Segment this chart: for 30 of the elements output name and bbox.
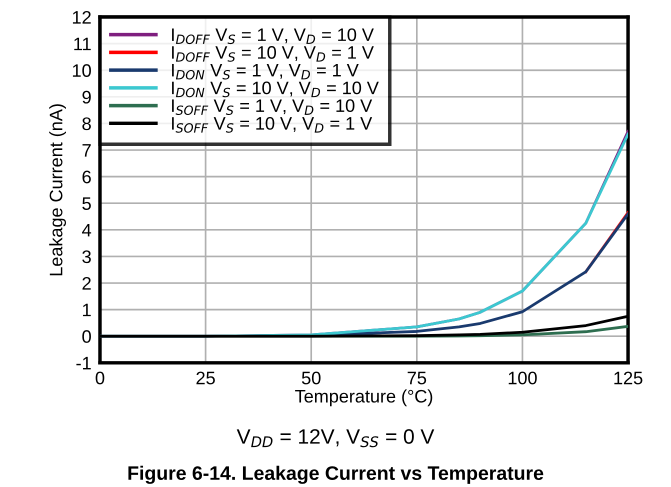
y-tick-label: 9	[82, 90, 91, 104]
y-axis-title: Leakage Current (nA)	[49, 104, 66, 276]
y-tick-label: 10	[72, 64, 91, 77]
y-tick-label: 3	[82, 250, 91, 264]
y-tick-label: 6	[82, 170, 91, 184]
y-tick-label: 1	[82, 304, 91, 316]
text: Figure 6-14. Leakage Current vs Temperature	[128, 466, 544, 484]
x-tick-label: 75	[408, 372, 426, 384]
x-tick-label: 50	[302, 372, 321, 384]
y-tick-label: 7	[82, 144, 91, 157]
y-tick-label: 11	[74, 38, 91, 50]
legend-label: I$_{DOFF}$ V$_{S}$ = 1 V, V$_{D}$ = 10 V	[172, 28, 374, 44]
x-tick-label: 25	[196, 372, 215, 384]
y-tick-label: 8	[82, 117, 91, 130]
x-tick-label: 100	[508, 372, 537, 384]
legend-label: I$_{DON}$ V$_{S}$ = 10 V, V$_{D}$ = 10 V	[172, 82, 379, 98]
legend-label: I$_{SOFF}$ V$_{S}$ = 10 V, V$_{D}$ = 1 V	[172, 116, 372, 133]
legend-label: I$_{DON}$ V$_{S}$ = 1 V, V$_{D}$ = 1 V	[172, 64, 359, 80]
x-axis-title: Temperature (°C)	[295, 389, 432, 406]
x-tick-label: 125	[614, 372, 642, 384]
y-tick-label: 4	[82, 224, 92, 236]
legend-label: I$_{SOFF}$ V$_{S}$ = 1 V, V$_{D}$ = 10 V	[172, 99, 372, 116]
x-tick-label: 0	[96, 372, 104, 384]
y-tick-label: 12	[72, 10, 91, 24]
y-tick-label: 5	[82, 197, 91, 210]
y-tick-label: 2	[82, 276, 91, 290]
y-tick-label: -1	[76, 356, 91, 370]
text: V$_{DD}$ = 12V, V$_{SS}$ = 0 V	[236, 429, 434, 448]
y-tick-label: 0	[82, 330, 91, 343]
legend-label: I$_{DOFF}$ V$_{S}$ = 10 V, V$_{D}$ = 1 V	[172, 46, 374, 62]
